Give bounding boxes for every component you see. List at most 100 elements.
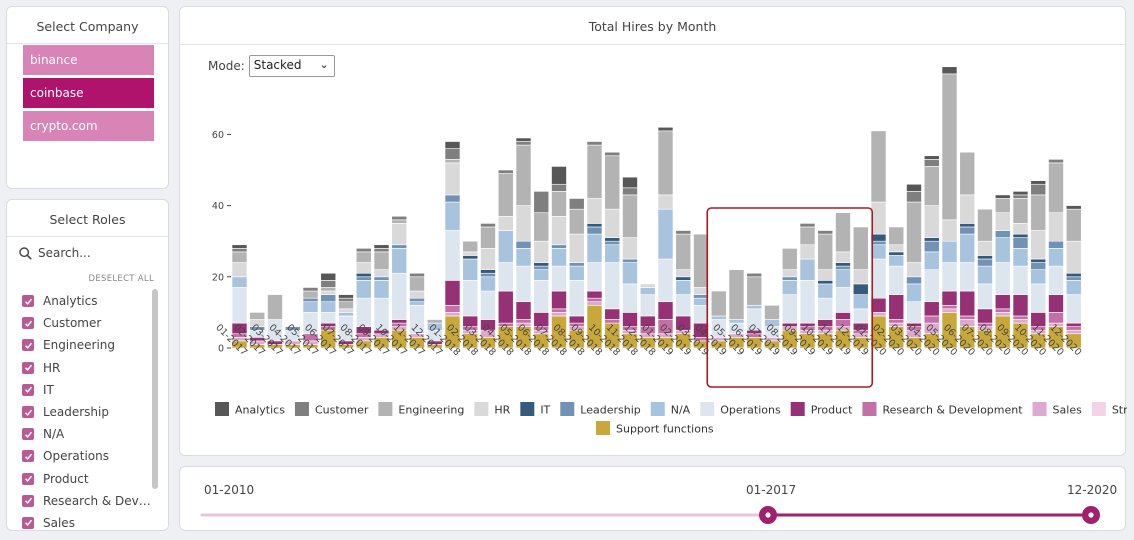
bar-segment: 05-2019 — Engineering: 14 xyxy=(728,269,745,320)
bar-segment: 11-2018 — Operations: 8 xyxy=(622,283,638,313)
bar-segment: 07-2018 — HR: 8 xyxy=(551,215,567,246)
bar-segment: 10-2020 — N/A: 4 xyxy=(1030,269,1047,285)
role-checkbox[interactable] xyxy=(22,406,34,419)
y-tick-label: 0 xyxy=(218,344,224,355)
bar-segment: 07-2020 — N/A: 5 xyxy=(977,265,993,285)
date-range-slider[interactable] xyxy=(180,467,1127,532)
role-item[interactable]: Analytics xyxy=(22,290,154,312)
role-checkbox[interactable] xyxy=(22,516,34,529)
bar-segment: 04-2018 — Product: 9 xyxy=(497,290,514,324)
role-checkbox[interactable] xyxy=(22,383,34,396)
company-panel-title: Select Company xyxy=(7,7,168,44)
role-item[interactable]: Operations xyxy=(22,445,154,467)
bar-segment: 01-2018 — Customer: 3 xyxy=(444,148,461,160)
role-checkbox[interactable] xyxy=(22,317,34,330)
bar-segment: 09-2017 — HR: 2 xyxy=(373,269,390,278)
company-binance-button[interactable]: binance xyxy=(23,45,154,75)
role-checkbox[interactable] xyxy=(22,361,34,374)
bar-segment: 10-2018 — Customer: 1 xyxy=(604,151,621,157)
company-crypto-com-button[interactable]: crypto.com xyxy=(23,111,154,141)
bar-segment: 06-2017 — N/A: 3 xyxy=(320,301,337,313)
role-item[interactable]: Product xyxy=(22,468,154,490)
bar-segment: 01-2020 — Product: 4 xyxy=(870,297,887,313)
bar-segment: 07-2020 — Leadership: 2 xyxy=(977,258,993,267)
bar-segment: 10-2018 — N/A: 5 xyxy=(604,244,621,263)
checkmark-icon xyxy=(24,520,32,527)
role-label: Leadership xyxy=(43,405,109,420)
role-item[interactable]: Leadership xyxy=(22,401,154,423)
bar-segment: 10-2020 — IT: 1 xyxy=(1030,258,1047,263)
mode-select[interactable]: Stacked ⌄ xyxy=(248,55,335,77)
bar-segment: 11-2019 — Operations: 7 xyxy=(835,287,851,313)
bar-segment: 07-2020 — Product: 4 xyxy=(977,308,993,324)
bar-segment: 01-2017 — Operations: 10 xyxy=(231,287,248,324)
bar-segment: 09-2018 — Engineering: 15 xyxy=(586,144,603,199)
bar-segment: 12-2020 — Leadership: 1 xyxy=(1065,276,1082,281)
role-item[interactable]: Engineering xyxy=(22,334,154,356)
bar-segment: 07-2017 — HR: 1 xyxy=(338,308,354,313)
bar-segment: 11-2019 — Engineering: 11 xyxy=(835,212,851,253)
checkmark-icon xyxy=(24,387,32,394)
bar-segment: 10-2020 — Engineering: 10 xyxy=(1030,194,1047,231)
role-item[interactable]: N/A xyxy=(22,423,154,445)
deselect-all-button[interactable]: DESELECT ALL xyxy=(88,274,154,284)
bar-segment: 06-2020 — Operations: 8 xyxy=(959,262,976,292)
legend-swatch xyxy=(215,402,229,416)
bar-segment: 06-2020 — IT: 1 xyxy=(959,223,976,228)
bar-segment: 06-2018 — Engineering: 8 xyxy=(533,212,550,242)
role-item[interactable]: HR xyxy=(22,357,154,379)
bar-segment: 01-2019 — Analytics: 1 xyxy=(657,126,674,132)
role-checkbox[interactable] xyxy=(22,472,34,485)
bar-segment: 08-2020 — Research & Development: 1 xyxy=(994,308,1011,313)
bar-segment: 07-2018 — N/A: 5 xyxy=(551,248,567,267)
role-search-input[interactable] xyxy=(38,246,148,260)
bar-segment: 04-2018 — Customer: 1 xyxy=(497,169,514,174)
role-label: Operations xyxy=(43,449,109,464)
bar-segment: 11-2020 — N/A: 5 xyxy=(1048,248,1064,267)
bar-segment: 10-2020 — HR: 8 xyxy=(1030,230,1047,260)
bar-segment: 09-2018 — Research & Development: 1 xyxy=(586,297,603,303)
slider-end-label: 12-2020 xyxy=(1067,483,1118,497)
role-checkbox[interactable] xyxy=(22,339,34,352)
legend-label: Strategy xyxy=(1112,404,1127,417)
role-checkbox[interactable] xyxy=(22,428,34,441)
bar-segment: 02-2017 — Engineering: 2 xyxy=(249,312,266,320)
bar-segment: 03-2018 — N/A: 4 xyxy=(480,276,496,292)
bar-segment: 10-2018 — Product: 3 xyxy=(604,308,621,320)
bar-segment: 11-2017 — HR: 2 xyxy=(409,290,425,299)
bar-segment: 01-2020 — Operations: 11 xyxy=(870,258,887,299)
role-item[interactable]: Sales xyxy=(22,512,154,530)
bar-segment: 06-2018 — HR: 6 xyxy=(533,240,550,263)
role-item[interactable]: Customer xyxy=(22,312,154,334)
role-checkbox[interactable] xyxy=(22,450,34,463)
role-checkbox[interactable] xyxy=(22,494,34,507)
slider-min-label: 01-2010 xyxy=(204,483,255,497)
bar-segment: 12-2019 — Engineering: 12 xyxy=(852,226,869,270)
bar-segment: 12-2020 — Product: 1 xyxy=(1065,322,1082,327)
bar-segment: 05-2017 — Engineering: 2 xyxy=(302,290,319,299)
role-item[interactable]: Research & Devel... xyxy=(22,490,154,512)
bar-segment: 08-2018 — HR: 8 xyxy=(568,233,585,263)
bar-segment: 04-2018 — Engineering: 12 xyxy=(497,173,514,217)
role-item[interactable]: IT xyxy=(22,379,154,401)
bar-segment: 01-2018 — N/A: 8 xyxy=(444,201,461,231)
bar-segment: 07-2020 — Operations: 7 xyxy=(977,283,993,310)
role-label: N/A xyxy=(43,427,65,442)
bar-segment: 03-2019 — HR: 2 xyxy=(693,287,709,295)
bar-segment: 07-2017 — Customer: 1 xyxy=(338,297,354,303)
company-coinbase-button[interactable]: coinbase xyxy=(23,78,154,108)
bar-segment: 04-2019 — N/A: 1 xyxy=(710,315,727,320)
roles-scrollbar[interactable] xyxy=(152,289,158,489)
bar-segment: 10-2020 — Customer: 3 xyxy=(1030,183,1047,196)
bar-segment: 09-2018 — Sales: 1 xyxy=(586,301,603,306)
legend-swatch xyxy=(520,402,535,416)
company-panel: Select Company binance coinbase crypto.c… xyxy=(6,6,169,189)
role-checkbox[interactable] xyxy=(22,295,34,308)
bar-segment: 10-2018 — Operations: 13 xyxy=(604,262,621,310)
bar-segment: 07-2018 — Analytics: 5 xyxy=(551,166,567,185)
bar-segment: 04-2019 — Engineering: 7 xyxy=(710,290,727,317)
bar-segment: 05-2020 — Engineering: 41 xyxy=(941,73,958,221)
bar-segment: 07-2018 — Sales: 1 xyxy=(551,312,567,317)
bar-segment: 03-2020 — Operations: 6 xyxy=(906,301,922,324)
bar-segment: 01-2019 — Operations: 12 xyxy=(657,258,674,303)
